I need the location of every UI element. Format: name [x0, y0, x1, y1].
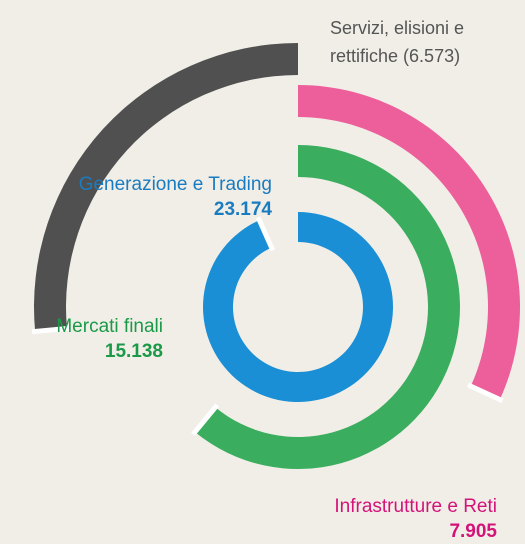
label-group: Generazione e Trading 23.174: [79, 172, 272, 222]
label-group: Servizi, elisioni e rettifiche (6.573): [330, 14, 510, 70]
label-group: Mercati finali 15.138: [56, 314, 163, 364]
end-cap: [466, 382, 504, 404]
ring-bar: [194, 145, 461, 469]
category-label: Generazione e Trading: [78, 174, 272, 195]
value-label: (6.573): [403, 46, 461, 66]
end-cap: [191, 403, 220, 436]
value-label: 23.174: [213, 199, 272, 220]
category-label: Servizi, elisioni e rettifiche: [330, 18, 465, 66]
ring-bar: [33, 43, 298, 332]
value-label: 7.905: [449, 521, 497, 542]
category-label: Infrastrutture e Reti: [334, 496, 497, 517]
label-group: Infrastrutture e Reti 7.905: [334, 494, 497, 544]
category-label: Mercati finali: [56, 316, 163, 337]
ring-bar: [298, 85, 520, 400]
value-label: 15.138: [104, 341, 163, 362]
end-cap: [255, 216, 276, 252]
end-cap: [31, 325, 71, 335]
ring-bar: [202, 212, 393, 402]
